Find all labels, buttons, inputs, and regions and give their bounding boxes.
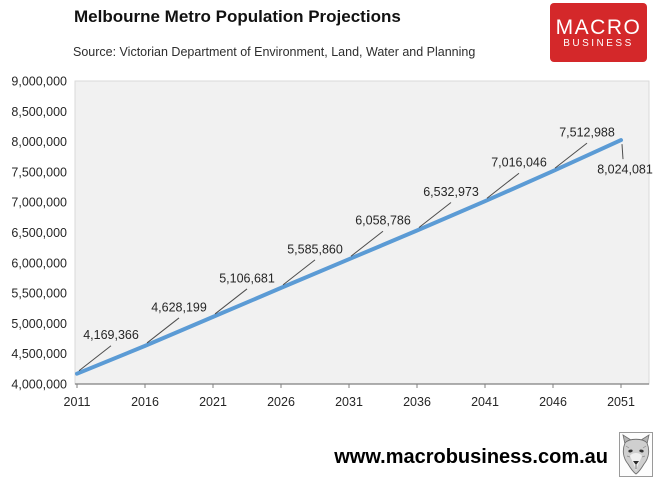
logo-text-macro: MACRO — [555, 15, 642, 39]
y-axis-tick-label: 9,000,000 — [11, 75, 67, 89]
wolf-logo-box — [619, 432, 653, 477]
y-axis-tick-label: 7,000,000 — [11, 196, 67, 210]
macrobusiness-logo: MACRO BUSINESS — [550, 3, 647, 62]
label-leader-line — [486, 172, 520, 199]
chart-title: Melbourne Metro Population Projections — [74, 7, 401, 26]
data-point-label: 7,016,046 — [491, 156, 547, 170]
y-axis-tick-label: 4,000,000 — [11, 378, 67, 392]
x-axis-tick-label: 2051 — [607, 395, 635, 409]
label-leader-line — [78, 345, 112, 372]
y-axis-tick-label: 6,500,000 — [11, 226, 67, 240]
x-axis-tick-label: 2041 — [471, 395, 499, 409]
y-axis-tick-label: 8,500,000 — [11, 105, 67, 119]
series-line — [75, 138, 623, 376]
data-point-label: 7,512,988 — [559, 126, 615, 140]
x-axis-tick-label: 2036 — [403, 395, 431, 409]
y-axis-tick-label: 5,500,000 — [11, 287, 67, 301]
x-axis-tick-label: 2011 — [64, 395, 91, 409]
website-url: www.macrobusiness.com.au — [334, 446, 608, 468]
data-point-label: 5,106,681 — [219, 271, 275, 285]
label-leader-line — [282, 259, 316, 286]
y-axis-tick-label: 8,000,000 — [11, 135, 67, 149]
x-axis-tick-label: 2046 — [539, 395, 567, 409]
label-leader-line — [146, 317, 180, 344]
data-point-label: 4,169,366 — [83, 328, 139, 342]
wolf-head-icon — [622, 434, 650, 475]
label-leader-line — [418, 202, 452, 228]
label-leader-line — [621, 144, 624, 160]
y-axis-tick-label: 6,000,000 — [11, 256, 67, 270]
label-leader-line — [554, 142, 588, 169]
source-caption: Source: Victorian Department of Environm… — [73, 45, 476, 59]
x-axis-tick-label: 2026 — [267, 395, 295, 409]
label-leader-line — [350, 230, 384, 257]
data-point-label: 4,628,199 — [151, 300, 207, 314]
data-point-label: 5,585,860 — [287, 242, 343, 256]
y-axis-tick-label: 5,000,000 — [11, 317, 67, 331]
data-point-label: 6,058,786 — [355, 214, 411, 228]
population-projection-line-chart: 9,000,000 8,500,000 8,000,000 7,500,000 7,00… — [11, 75, 653, 410]
x-axis-tick-label: 2016 — [131, 395, 159, 409]
y-axis-tick-label: 7,500,000 — [11, 165, 67, 179]
logo-text-business: BUSINESS — [563, 37, 634, 49]
label-leader-line — [214, 288, 248, 315]
x-axis-tick-label: 2031 — [335, 395, 363, 409]
x-axis-tick-label: 2021 — [199, 395, 227, 409]
y-axis-tick-label: 4,500,000 — [11, 347, 67, 361]
data-point-label: 8,024,081 — [597, 163, 653, 177]
data-point-label: 6,532,973 — [423, 185, 479, 199]
